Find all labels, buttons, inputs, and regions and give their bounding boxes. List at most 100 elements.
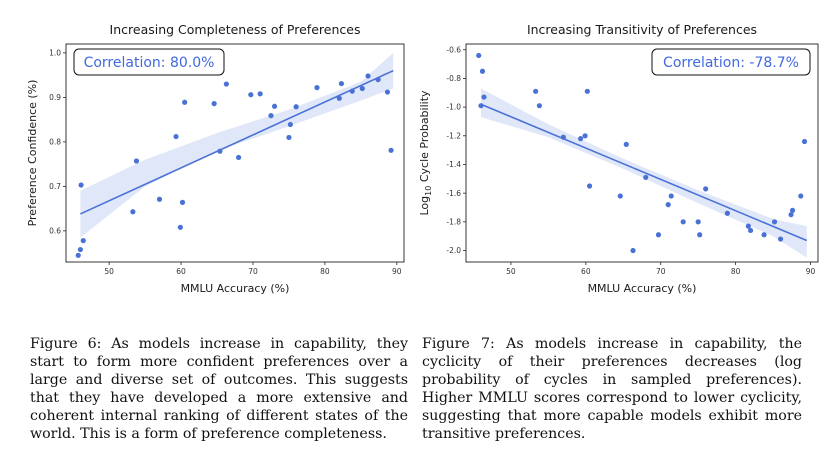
correlation-box [73, 48, 225, 76]
data-point [630, 247, 636, 254]
data-point [133, 158, 140, 164]
data-point [77, 246, 83, 253]
y-tick-label: 1.0 [49, 48, 61, 57]
plot-frame [65, 43, 405, 263]
data-point [577, 136, 584, 142]
y-tick-label: -2.0 [446, 246, 461, 255]
y-tick-label: -1.4 [446, 160, 461, 169]
data-point [375, 76, 381, 83]
data-point [476, 52, 482, 59]
x-tick-label: 70 [656, 267, 666, 276]
data-point [771, 219, 778, 225]
data-point [789, 207, 796, 213]
data-point [761, 232, 767, 238]
x-tick-label: 80 [320, 267, 330, 276]
data-point [78, 182, 84, 188]
data-point [697, 232, 703, 238]
completeness-chart-svg: Increasing Completeness of Preferences 50… [26, 22, 405, 295]
data-point [478, 103, 484, 109]
x-tick-label: 90 [806, 267, 816, 276]
data-point [777, 236, 784, 242]
x-axis-label: MMLU Accuracy (%) [181, 282, 290, 295]
data-point [173, 133, 179, 140]
correlation-annotation: Correlation: 80.0% [84, 55, 215, 71]
data-point [293, 104, 299, 110]
data-point [668, 193, 674, 199]
correlation-box [651, 48, 811, 76]
transitivity-chart-svg: Increasing Transitivity of Preferences 50… [418, 22, 819, 295]
data-point [788, 212, 794, 218]
data-point [388, 147, 394, 153]
data-point [623, 141, 629, 147]
data-point [287, 121, 293, 128]
data-point [665, 202, 671, 208]
figure-7-chart: Increasing Transitivity of Preferences 50… [416, 0, 832, 310]
data-point [481, 94, 487, 100]
data-point [798, 193, 804, 199]
data-point [223, 81, 229, 87]
data-point [338, 80, 345, 87]
x-tick-label: 60 [176, 267, 186, 276]
y-tick-label: -1.0 [446, 103, 461, 112]
data-point [365, 73, 371, 79]
data-point [745, 223, 751, 229]
data-point [695, 219, 701, 225]
data-point [724, 210, 730, 216]
data-point [314, 85, 320, 91]
data-point [680, 219, 686, 225]
data-point [533, 88, 539, 94]
figure-6-caption: Figure 6: As models increase in capabili… [30, 336, 408, 442]
data-point [536, 103, 542, 109]
data-point [359, 85, 365, 92]
regression-line [80, 69, 394, 215]
data-point [271, 103, 278, 109]
data-point [643, 174, 649, 180]
y-tick-label: -0.8 [446, 74, 461, 83]
data-point [479, 68, 486, 74]
data-point [179, 199, 186, 205]
data-point [384, 89, 391, 95]
y-tick-label: 0.6 [49, 226, 61, 235]
y-tick-label: -1.8 [446, 217, 461, 226]
data-point [80, 238, 86, 244]
data-point [182, 99, 188, 105]
data-point [248, 92, 254, 98]
data-point [747, 227, 754, 234]
data-point [582, 133, 588, 139]
x-tick-label: 80 [731, 267, 741, 276]
correlation-annotation: Correlation: -78.7% [663, 55, 799, 71]
x-tick-label: 70 [248, 267, 258, 276]
figure-6-chart: Increasing Completeness of Preferences 50… [0, 0, 416, 310]
y-tick-label: -1.2 [446, 131, 461, 140]
data-point [235, 154, 242, 161]
plot-frame [465, 43, 819, 263]
x-tick-label: 90 [392, 267, 402, 276]
data-point [286, 134, 292, 141]
x-tick-label: 60 [581, 267, 591, 276]
y-tick-label: 0.9 [49, 93, 61, 102]
y-tick-label: 0.7 [49, 182, 61, 191]
data-point [349, 88, 355, 94]
y-tick-label: -1.6 [446, 189, 461, 198]
regression-line [480, 103, 808, 242]
data-point [655, 232, 662, 238]
data-point [560, 134, 566, 140]
data-point [586, 183, 593, 189]
y-tick-label: -0.6 [446, 45, 461, 54]
y-axis-label: Preference Confidence (%) [26, 80, 39, 227]
data-point [801, 138, 808, 145]
y-tick-label: 0.8 [49, 137, 61, 146]
data-point [75, 252, 81, 258]
x-axis-label: MMLU Accuracy (%) [588, 282, 697, 295]
data-point [156, 196, 163, 202]
data-point [617, 193, 623, 199]
x-tick-label: 50 [506, 267, 516, 276]
data-point [257, 91, 263, 97]
data-point [177, 224, 183, 230]
data-point [336, 95, 342, 101]
data-point [268, 113, 274, 119]
chart-title: Increasing Transitivity of Preferences [527, 22, 757, 37]
data-point [217, 148, 223, 154]
confidence-band [80, 52, 394, 238]
data-point [130, 209, 136, 215]
